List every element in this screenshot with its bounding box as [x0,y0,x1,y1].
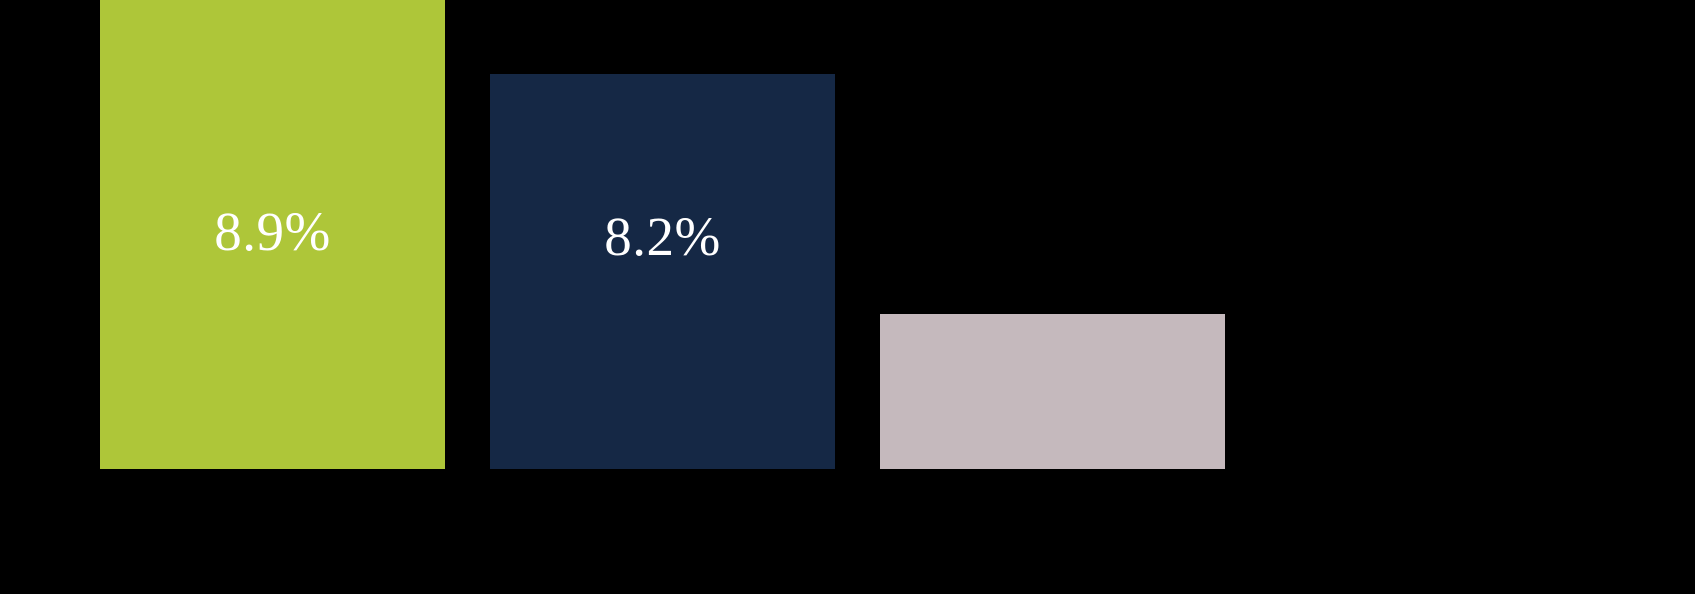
bar-2-label: 8.2% [490,209,835,264]
bar-chart: 8.9% 8.2% [0,0,1695,594]
bar-2: 8.2% [490,74,835,469]
bar-1: 8.9% [100,0,445,469]
bar-3 [880,314,1225,469]
bar-1-label: 8.9% [100,204,445,259]
